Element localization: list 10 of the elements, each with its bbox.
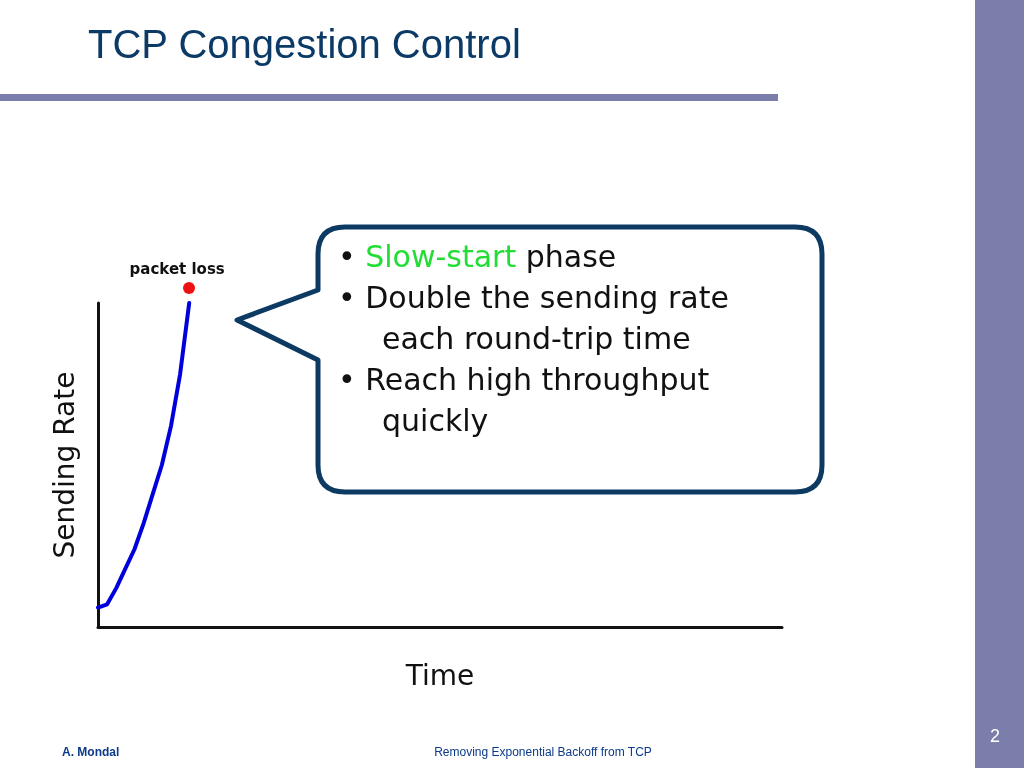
x-axis-title: Time [404, 658, 475, 692]
chart-title: TCP Congestion Control [88, 22, 521, 67]
text: Removing Exponential Backoff from TCP [434, 745, 652, 759]
text: A. Mondal [62, 745, 120, 759]
annotation: • Reach high throughput quickly [338, 361, 711, 440]
text: packet loss [129, 260, 225, 278]
annotation: • Double the sending rate each round-trip time [338, 279, 730, 358]
text: 2 [990, 726, 1001, 747]
y-axis-title: Sending Rate [47, 371, 81, 559]
text: • Slow-start phase [338, 238, 618, 276]
